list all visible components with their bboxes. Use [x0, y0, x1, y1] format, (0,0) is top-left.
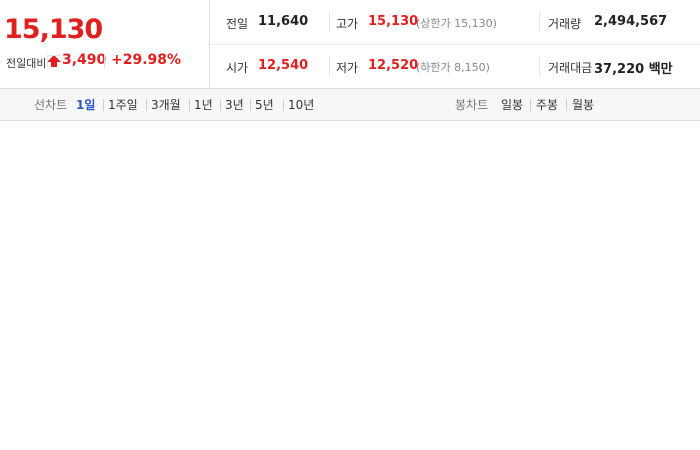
- stat-label: 거래대금: [548, 61, 593, 75]
- divider: [104, 54, 105, 68]
- change-pct: +29.98%: [111, 52, 182, 68]
- chart: [0, 120, 700, 450]
- divider: [329, 56, 330, 76]
- up-arrow: 15,49414,39313,29212,19111,090거래량09/1109…: [47, 55, 61, 67]
- change-label: 전일대비: [6, 57, 47, 70]
- stat-label: 전일: [226, 17, 249, 31]
- divider: [566, 99, 567, 111]
- range-tab[interactable]: 10년: [288, 98, 315, 112]
- stat-label: 저가: [336, 61, 359, 75]
- stat-label: 고가: [336, 17, 359, 31]
- current-price: 15,130: [4, 14, 103, 45]
- stat-note: (하한가 8,150): [416, 61, 490, 74]
- candle-tab[interactable]: 일봉: [501, 98, 524, 112]
- divider: [530, 99, 531, 111]
- stat-value: 12,520: [368, 58, 419, 73]
- change: 3,490: [62, 52, 107, 68]
- divider: [103, 99, 104, 111]
- stat-note: (상한가 15,130): [416, 17, 497, 30]
- candle-tab[interactable]: 주봉: [536, 98, 559, 112]
- stat-label: 거래량: [548, 17, 582, 31]
- range-tab[interactable]: 3년: [225, 98, 244, 112]
- stat-value: 15,130: [368, 14, 419, 29]
- stat-label: 시가: [226, 61, 249, 75]
- divider: [329, 12, 330, 32]
- range-tab[interactable]: 1년: [194, 98, 213, 112]
- divider: [283, 99, 284, 111]
- stat-value: 11,640: [258, 14, 309, 29]
- range-tab[interactable]: 3개월: [151, 98, 181, 112]
- range-tab[interactable]: 1일: [76, 98, 96, 112]
- divider: [146, 99, 147, 111]
- stat-value: 2,494,567: [594, 14, 668, 29]
- tab-bar: [0, 88, 700, 121]
- divider: [250, 99, 251, 111]
- divider: [189, 99, 190, 111]
- stat-value: 12,540: [258, 58, 309, 73]
- range-tab[interactable]: 5년: [255, 98, 274, 112]
- range-tab[interactable]: 1주일: [108, 98, 138, 112]
- tab-label: 선차트: [34, 98, 68, 112]
- divider: [220, 99, 221, 111]
- stat-value: 37,220 백만: [594, 62, 673, 77]
- candle-tab[interactable]: 월봉: [572, 98, 595, 112]
- divider: [539, 12, 540, 32]
- tab-label: 봉차트: [455, 98, 489, 112]
- divider: [210, 44, 700, 45]
- divider: [539, 56, 540, 76]
- divider: [209, 0, 210, 88]
